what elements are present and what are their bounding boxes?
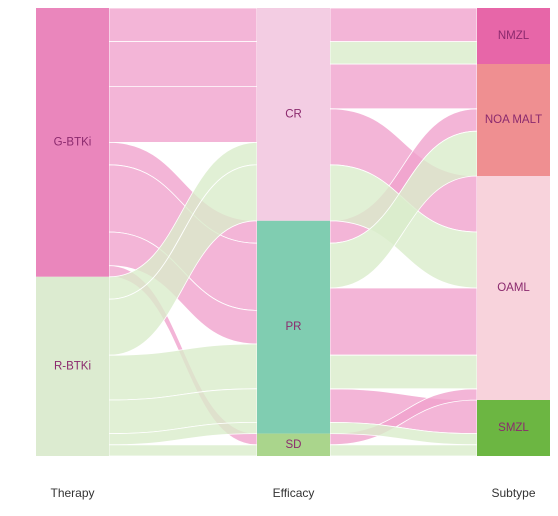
node-label: NOA MALT (485, 114, 542, 126)
node-label: CR (285, 108, 302, 120)
flow-band (108, 444, 258, 457)
axis-label: Efficacy (273, 486, 315, 500)
node (257, 220, 330, 434)
node-label: G-BTKi (54, 136, 92, 148)
node-label: PR (286, 321, 302, 333)
node-label: NMZL (498, 30, 530, 42)
flow-band (329, 41, 478, 65)
flow-band (329, 354, 478, 390)
node-label: R-BTKi (54, 360, 91, 372)
node (477, 8, 550, 64)
flow-band (108, 85, 258, 143)
node (257, 8, 330, 221)
flow-band (108, 7, 258, 43)
flow-band (329, 444, 478, 457)
flow-band (329, 63, 478, 110)
node-label: SD (286, 439, 302, 451)
flow-band (329, 287, 478, 356)
axis-label: Therapy (50, 486, 94, 500)
flow-band (108, 41, 258, 87)
node (257, 433, 330, 456)
node-label: OAML (497, 282, 530, 294)
node (477, 176, 550, 400)
node (36, 276, 109, 456)
node-label: SMZL (498, 422, 529, 434)
axis-label: Subtype (491, 486, 535, 500)
flow-band (329, 7, 478, 43)
flows (108, 7, 478, 457)
node (477, 400, 550, 456)
nodes: G-BTKi R-BTKi Therapy CR PR SD Efficacy NMZL NOA… (36, 8, 550, 500)
node (36, 8, 109, 277)
node (477, 64, 550, 176)
